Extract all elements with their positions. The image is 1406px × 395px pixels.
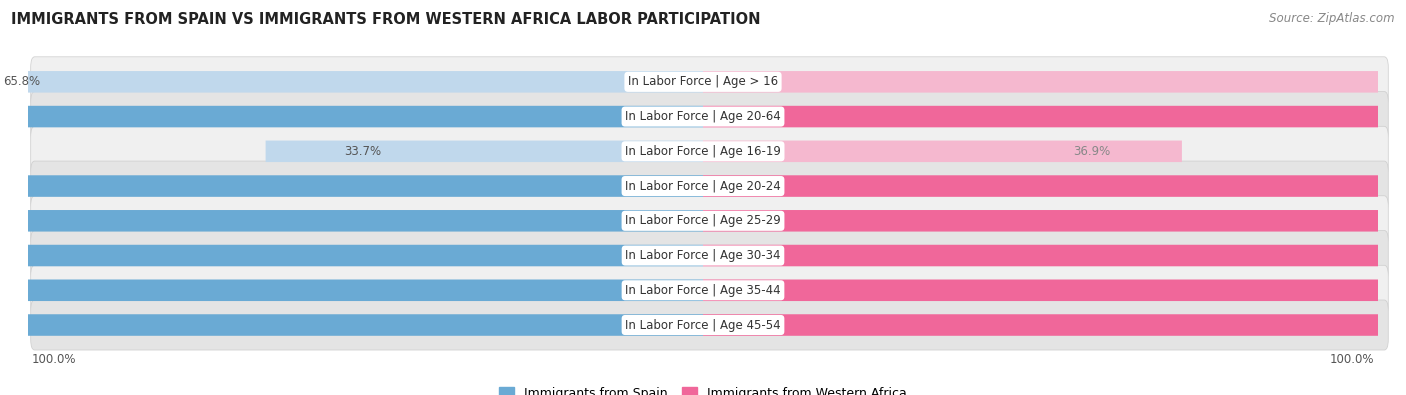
FancyBboxPatch shape: [31, 92, 1388, 141]
FancyBboxPatch shape: [31, 161, 1388, 211]
FancyBboxPatch shape: [0, 175, 703, 197]
FancyBboxPatch shape: [703, 71, 1406, 92]
FancyBboxPatch shape: [0, 210, 703, 231]
FancyBboxPatch shape: [0, 71, 703, 92]
FancyBboxPatch shape: [0, 280, 703, 301]
Text: In Labor Force | Age 16-19: In Labor Force | Age 16-19: [626, 145, 780, 158]
Text: 33.7%: 33.7%: [344, 145, 381, 158]
Text: 65.8%: 65.8%: [3, 75, 39, 88]
FancyBboxPatch shape: [703, 314, 1406, 336]
Text: 36.9%: 36.9%: [1073, 145, 1111, 158]
FancyBboxPatch shape: [0, 245, 703, 266]
FancyBboxPatch shape: [31, 300, 1388, 350]
Text: In Labor Force | Age 45-54: In Labor Force | Age 45-54: [626, 318, 780, 331]
FancyBboxPatch shape: [31, 231, 1388, 280]
Text: In Labor Force | Age > 16: In Labor Force | Age > 16: [628, 75, 778, 88]
FancyBboxPatch shape: [31, 126, 1388, 176]
Text: In Labor Force | Age 20-64: In Labor Force | Age 20-64: [626, 110, 780, 123]
FancyBboxPatch shape: [703, 280, 1406, 301]
FancyBboxPatch shape: [0, 106, 703, 127]
FancyBboxPatch shape: [266, 141, 703, 162]
FancyBboxPatch shape: [703, 175, 1406, 197]
Text: In Labor Force | Age 25-29: In Labor Force | Age 25-29: [626, 214, 780, 227]
FancyBboxPatch shape: [703, 210, 1406, 231]
FancyBboxPatch shape: [31, 265, 1388, 315]
Text: In Labor Force | Age 20-24: In Labor Force | Age 20-24: [626, 180, 780, 192]
FancyBboxPatch shape: [31, 57, 1388, 107]
FancyBboxPatch shape: [703, 141, 1182, 162]
Text: IMMIGRANTS FROM SPAIN VS IMMIGRANTS FROM WESTERN AFRICA LABOR PARTICIPATION: IMMIGRANTS FROM SPAIN VS IMMIGRANTS FROM…: [11, 12, 761, 27]
FancyBboxPatch shape: [31, 196, 1388, 246]
Text: Source: ZipAtlas.com: Source: ZipAtlas.com: [1270, 12, 1395, 25]
FancyBboxPatch shape: [0, 314, 703, 336]
FancyBboxPatch shape: [703, 245, 1406, 266]
Legend: Immigrants from Spain, Immigrants from Western Africa: Immigrants from Spain, Immigrants from W…: [494, 382, 912, 395]
FancyBboxPatch shape: [703, 106, 1406, 127]
Text: In Labor Force | Age 30-34: In Labor Force | Age 30-34: [626, 249, 780, 262]
Text: In Labor Force | Age 35-44: In Labor Force | Age 35-44: [626, 284, 780, 297]
